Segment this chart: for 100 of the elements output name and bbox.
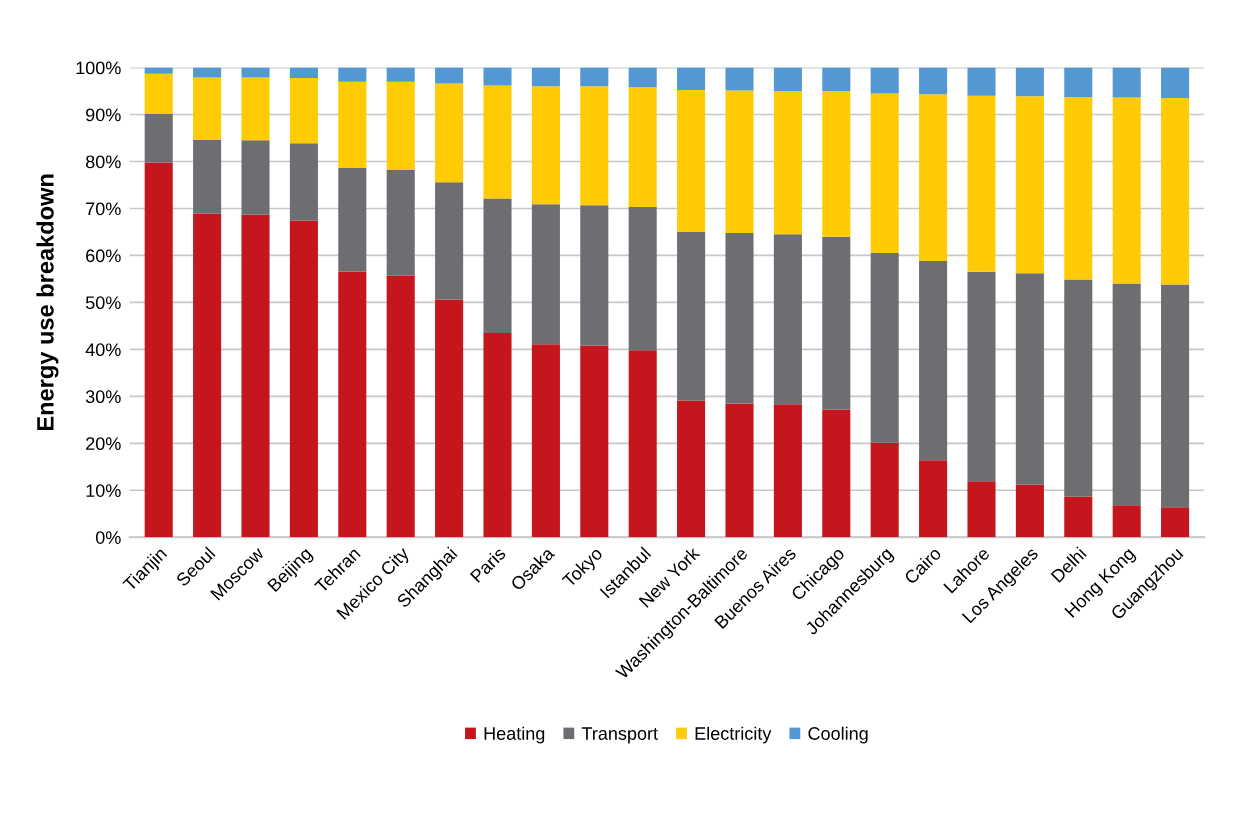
bar [580,67,609,87]
bar [338,81,367,169]
bar [338,67,367,82]
bar [677,90,706,232]
bar [822,236,851,410]
bar [289,143,318,221]
bar [1112,97,1141,284]
legend-label: Transport [581,727,658,744]
bar [773,404,802,538]
bar [241,214,270,538]
bar [628,350,657,538]
y-tick-label: 60% [86,249,121,263]
bar [580,205,609,346]
bar [483,85,512,199]
bar [725,403,754,538]
legend-label: Heating [484,726,545,744]
bar [144,114,173,163]
bar [338,168,367,272]
bar [386,275,415,538]
bar [773,67,802,92]
y-tick-label: 10% [86,484,121,497]
bar [1112,283,1141,506]
bar [1064,67,1093,98]
bar [531,67,560,87]
bar [822,67,851,92]
bar [531,344,560,538]
bar [531,86,560,205]
bar [193,139,222,214]
y-tick-label: 100% [76,61,121,75]
bar [1161,67,1190,99]
bar [1064,97,1093,280]
bar [386,67,415,82]
bar [1112,505,1141,538]
bar [531,204,560,345]
bar [435,83,464,183]
y-tick-label: 40% [85,343,121,357]
bar [919,94,948,262]
bar [1015,484,1044,538]
legend-label: Cooling [808,726,868,744]
bar [435,67,464,84]
bar [725,90,754,233]
bar [144,73,173,115]
bar [967,481,996,538]
bar [822,409,851,538]
bar [870,93,899,254]
bar [193,77,222,140]
bar [870,253,899,443]
bar [289,67,318,78]
bar [677,400,706,538]
bar [628,87,657,208]
bar [919,67,948,95]
bar [725,232,754,404]
bar [967,95,996,272]
bar [1015,67,1044,97]
bar [144,162,173,538]
bar [919,460,948,538]
bar [241,77,270,141]
bar [1112,67,1141,98]
bar [1161,284,1190,508]
bar [1015,273,1044,485]
bar [628,207,657,351]
bar [338,271,367,538]
bar [870,67,899,94]
bar [677,67,706,91]
bar [241,67,270,78]
bar [193,213,222,538]
bar [193,67,222,78]
bar [386,169,415,276]
bar [289,77,318,144]
bar [483,332,512,538]
bar [1064,279,1093,497]
y-tick-label: 50% [85,296,121,310]
bar [773,234,802,405]
y-tick-label: 30% [85,390,121,404]
bar [435,299,464,538]
bar [1015,96,1044,274]
bar [241,140,270,215]
bar [580,345,609,538]
bar [1161,507,1190,538]
bar [144,67,173,74]
y-tick-label: 90% [86,108,121,122]
y-tick-label: 70% [86,202,121,216]
bar [725,67,754,91]
bar [628,67,657,88]
bar [435,182,464,300]
bar [967,67,996,96]
y-tick-label: 80% [85,155,121,169]
bar [967,271,996,482]
bar [483,198,512,333]
y-axis-title: Energy use breakdown [36,174,59,431]
bar [289,220,318,538]
bar [483,67,512,86]
legend-label: Electricity [695,726,772,744]
bar [919,261,948,461]
y-tick-label: 0% [95,531,121,544]
bar [386,81,415,170]
bar [822,91,851,237]
bar [1064,496,1093,538]
bar [1161,98,1190,285]
bar [677,231,706,401]
